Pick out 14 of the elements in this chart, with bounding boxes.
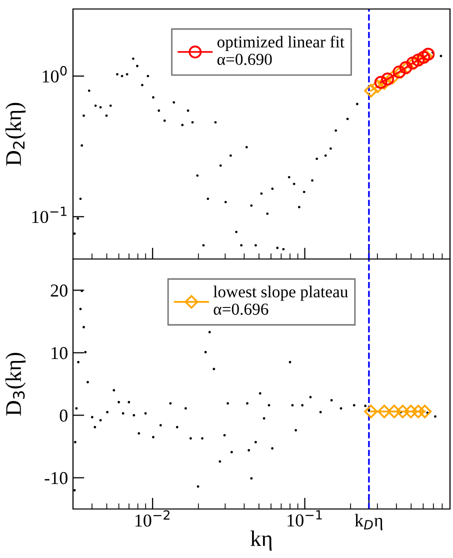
y-axis-title: D$_{3}$(kη) (5, 352, 26, 416)
y-tick-label: 10 (52, 347, 68, 360)
x-tick-label: 10$^{−1}$ (288, 510, 322, 526)
legend-label: optimized linear fit α=0.690 (217, 36, 344, 66)
x-tick-label: k$_{D}$η (354, 514, 382, 530)
y-axis-title: D$_{2}$(kη) (5, 102, 26, 166)
y-tick-label: 10$^{0}$ (42, 66, 67, 83)
legend-label: lowest slope plateau α=0.696 (213, 286, 348, 315)
x-axis-title: kη (250, 530, 272, 551)
y-tick-label: 20 (50, 284, 68, 297)
x-tick-label: 10$^{−2}$ (135, 510, 170, 527)
y-tick-label: -10 (44, 472, 68, 484)
y-tick-label: 0 (60, 410, 68, 422)
y-tick-label: 10$^{−1}$ (32, 206, 66, 224)
